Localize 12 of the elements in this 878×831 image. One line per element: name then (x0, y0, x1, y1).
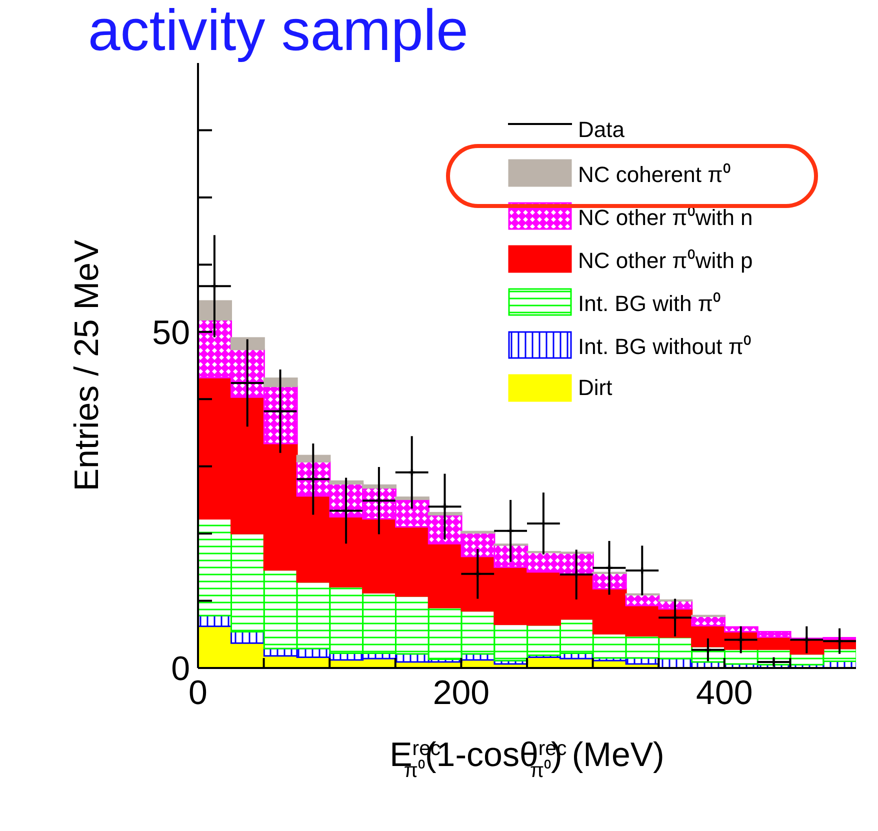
legend-label: Int. BG without π⁰ (578, 332, 752, 360)
y-tick-label: 50 (152, 314, 190, 352)
y-axis-title: Entries / 25 MeV (68, 240, 106, 492)
legend-label: NC other π⁰with n (578, 204, 753, 230)
legend-label: NC other π⁰with p (578, 246, 753, 274)
chart-title: activity sample (87, 0, 470, 63)
legend-label: NC coherent π⁰ (578, 160, 731, 188)
legend-label: Dirt (578, 374, 612, 400)
x-tick-label: 400 (696, 674, 753, 712)
legend-label: Int. BG with π⁰ (578, 290, 721, 316)
x-tick-label: 200 (432, 674, 490, 712)
legend-label: Data (578, 116, 624, 142)
